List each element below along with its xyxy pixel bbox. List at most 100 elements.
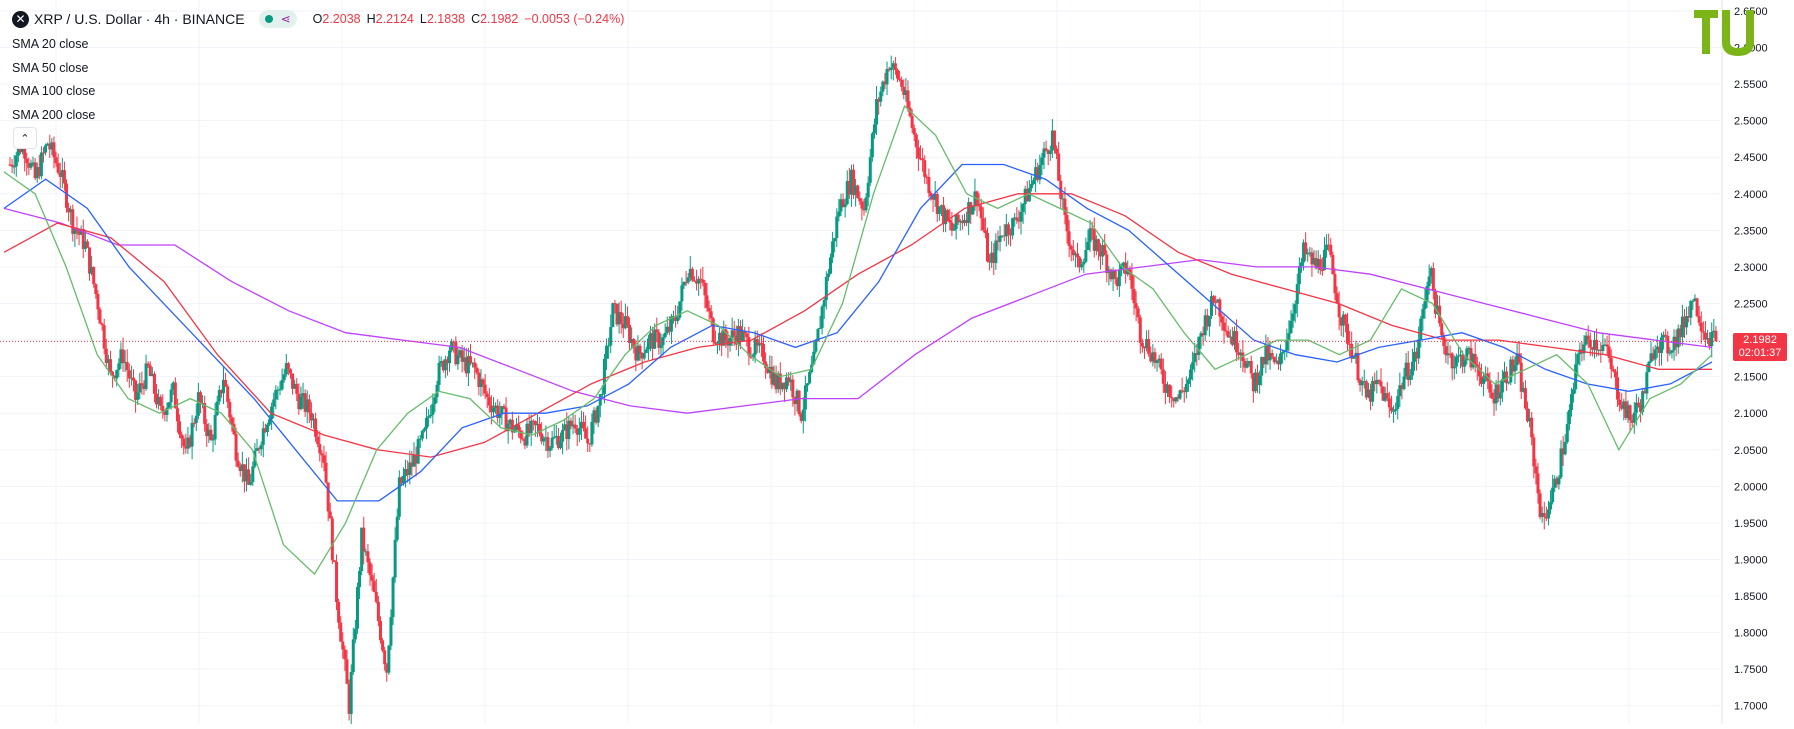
- candle-body: [743, 331, 747, 334]
- legend-sma200[interactable]: SMA 200 close: [12, 107, 96, 122]
- candle-body: [1163, 383, 1167, 393]
- high-label: H: [366, 12, 376, 26]
- candle-body: [1337, 303, 1341, 318]
- candle-body: [1597, 349, 1601, 351]
- candle-body: [1569, 394, 1573, 411]
- candle-body: [186, 437, 190, 449]
- candle-body: [795, 390, 799, 405]
- candle-body: [904, 90, 908, 95]
- candle-body: [1448, 353, 1452, 355]
- candle-body: [753, 339, 757, 355]
- candle-body: [1006, 224, 1010, 235]
- candle-body: [1450, 353, 1454, 369]
- candle-body: [914, 134, 918, 148]
- candle-body: [1103, 245, 1107, 255]
- candle-body: [85, 241, 89, 248]
- candle-body: [1461, 354, 1465, 367]
- candle-body: [1680, 316, 1684, 338]
- candle-body: [979, 206, 983, 219]
- candle-body: [1498, 392, 1502, 399]
- candle-body: [573, 424, 577, 429]
- candle-body: [582, 421, 586, 429]
- candle-body: [339, 622, 343, 642]
- candle-body: [1477, 367, 1481, 377]
- candle-body: [1314, 258, 1318, 269]
- candle-body: [655, 329, 659, 333]
- candle-body: [67, 207, 71, 213]
- candle-body: [1666, 335, 1670, 354]
- candle-body: [805, 383, 809, 386]
- candle-body: [1421, 308, 1425, 319]
- candle-body: [764, 361, 768, 369]
- symbol-title[interactable]: XRP / U.S. Dollar · 4h · BINANCE: [34, 11, 245, 27]
- candle-body: [1352, 356, 1356, 359]
- candle-body: [278, 389, 282, 391]
- candle-body: [548, 447, 552, 451]
- candle-body: [1113, 270, 1117, 279]
- legend-sma20[interactable]: SMA 20 close: [12, 37, 89, 51]
- candle-body: [1155, 360, 1159, 363]
- candle-body: [466, 356, 470, 374]
- candle-body: [684, 282, 688, 284]
- candle-body: [35, 167, 39, 179]
- candle-body: [1291, 313, 1295, 321]
- candle-body: [1212, 296, 1216, 303]
- candle-body: [1270, 352, 1274, 357]
- candle-body: [898, 78, 902, 80]
- candle-body: [680, 285, 684, 302]
- candle-body: [1494, 384, 1498, 404]
- candle-body: [1009, 234, 1013, 236]
- legend-sma100[interactable]: SMA 100 close: [12, 84, 96, 98]
- candle-body: [770, 366, 774, 385]
- candle-body: [1452, 366, 1456, 369]
- status-pill[interactable]: ⋖: [258, 10, 297, 28]
- candle-body: [875, 99, 879, 125]
- candle-body: [1055, 148, 1059, 154]
- candle-body: [1281, 352, 1285, 354]
- candle-body: [1676, 328, 1680, 348]
- candle-body: [506, 423, 510, 432]
- candle-body: [1649, 353, 1653, 362]
- candle-body: [521, 438, 525, 440]
- candle-body: [178, 421, 182, 435]
- candle-body: [703, 282, 707, 296]
- candle-body: [822, 300, 826, 307]
- candle-body: [812, 351, 816, 365]
- candle-body: [383, 650, 387, 665]
- candle-body: [1191, 362, 1195, 370]
- candle-body: [695, 281, 699, 284]
- candle-body: [1479, 376, 1483, 384]
- candle-body: [628, 324, 632, 343]
- candle-body: [711, 318, 715, 343]
- candle-body: [249, 481, 253, 485]
- candle-body: [276, 389, 280, 391]
- candle-body: [353, 628, 357, 640]
- candle-body: [1425, 286, 1429, 302]
- share-icon[interactable]: ⋖: [280, 12, 291, 26]
- candle-body: [1040, 157, 1044, 166]
- chevron-up-icon[interactable]: ⌃: [13, 127, 37, 149]
- candle-body: [1446, 353, 1450, 356]
- candle-body: [464, 357, 468, 374]
- candle-body: [104, 348, 108, 364]
- candle-body: [1431, 268, 1435, 291]
- candle-body: [1588, 339, 1592, 348]
- candle-body: [533, 421, 537, 426]
- candle-body: [391, 577, 395, 618]
- candle-body: [969, 202, 973, 215]
- candle-body: [1306, 253, 1310, 255]
- candle-body: [960, 220, 964, 224]
- legend-sma50[interactable]: SMA 50 close: [12, 60, 89, 75]
- candle-body: [50, 142, 54, 150]
- candle-body: [797, 390, 801, 415]
- candle-body: [41, 152, 45, 154]
- candle-body: [1503, 371, 1506, 380]
- candle-body: [65, 183, 69, 208]
- candle-body: [175, 408, 179, 422]
- candle-body: [433, 397, 437, 405]
- candle-body: [866, 182, 870, 198]
- candle-body: [165, 407, 169, 415]
- candle-body: [1553, 478, 1557, 488]
